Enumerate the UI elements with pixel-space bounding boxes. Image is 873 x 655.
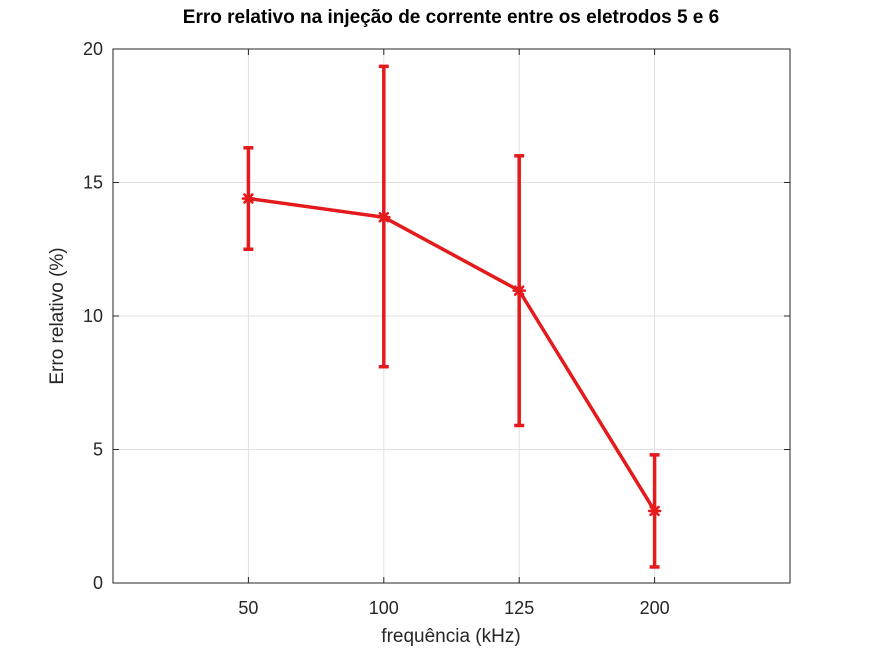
x-tick-label: 100 [369,598,399,618]
data-point [512,283,527,298]
y-tick-label: 0 [93,573,103,593]
series-line [248,196,657,512]
series-layer [241,64,662,569]
x-tick-label: 125 [504,598,534,618]
marker-stroke [243,193,254,204]
y-axis-label: Erro relativo (%) [47,247,68,384]
tick-labels: 0 5 10 15 20 50 100 125 200 [83,39,670,618]
data-point [241,191,256,206]
axis-ticks [113,48,790,584]
marker-stroke [378,211,390,223]
y-tick-label: 15 [83,173,103,193]
y-tick-label: 10 [83,306,103,326]
marker-stroke [513,285,525,296]
data-point [376,210,391,225]
y-tick-label: 20 [83,39,103,59]
x-tick-label: 50 [238,598,258,618]
x-axis-label: frequência (kHz) [381,626,520,647]
chart-title: Erro relativo na injeção de corrente ent… [183,7,719,28]
marker-stroke [649,505,660,517]
data-point [647,504,662,518]
y-tick-label: 5 [93,440,103,460]
x-tick-label: 200 [640,598,670,618]
